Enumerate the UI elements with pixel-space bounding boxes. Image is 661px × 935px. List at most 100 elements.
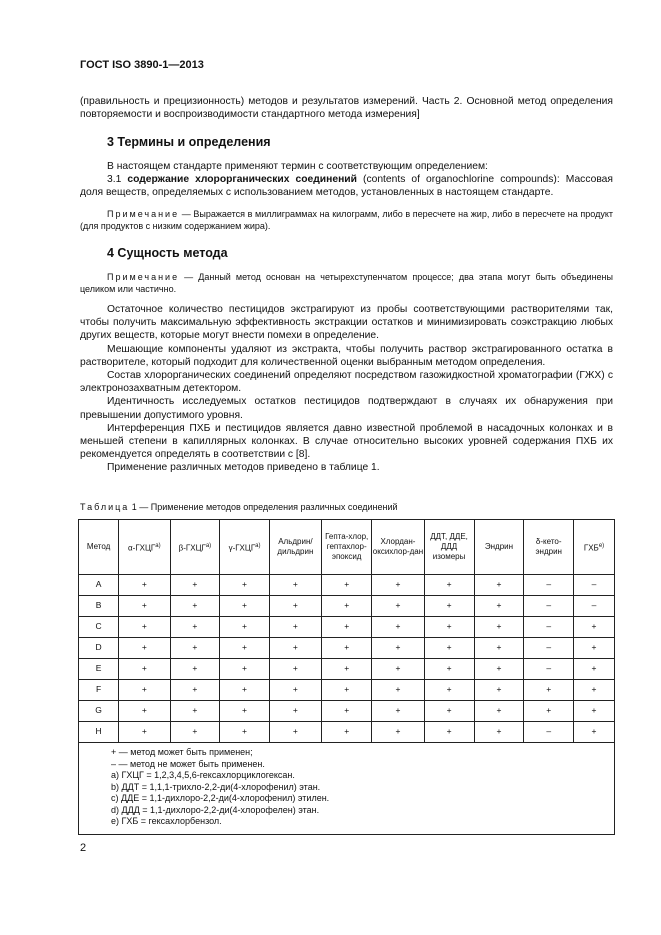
table-cell: G: [77, 700, 120, 722]
footnote: b) ДДТ = 1,1,1-трихло-2,2-ди(4-хлорофени…: [111, 781, 321, 792]
table-cell: +: [268, 637, 322, 659]
table-cell: +: [320, 595, 373, 617]
table-cell: +: [118, 616, 171, 638]
table-cell: +: [219, 595, 270, 617]
table-cell: +: [473, 616, 525, 638]
table-cell: +: [473, 721, 525, 743]
footnote: – — метод не может быть применен.: [111, 758, 265, 769]
table-cell: +: [219, 658, 270, 680]
column-header: ГХБe): [573, 519, 615, 575]
table-row: H + + + + + + + + – +: [77, 721, 615, 743]
table-cell: +: [371, 637, 425, 659]
footnote: c) ДДЕ = 1,1-дихлоро-2,2-ди(4-хлорофенил…: [111, 793, 330, 803]
table-cell: +: [268, 658, 322, 680]
table-row: A + + + + + + + + – –: [77, 574, 615, 596]
table-cell: +: [169, 637, 221, 659]
table-cell: +: [268, 595, 322, 617]
table-cell: +: [118, 679, 171, 701]
table-cell: +: [268, 616, 322, 638]
table-cell: +: [320, 700, 373, 722]
table-cell: B: [77, 595, 120, 617]
table-cell: D: [77, 637, 120, 659]
table-row: D + + + + + + + + – +: [77, 637, 615, 659]
table-cell: +: [118, 595, 171, 617]
table-cell: +: [523, 679, 575, 701]
table-cell: +: [169, 658, 221, 680]
table-cell: +: [169, 595, 221, 617]
table-cell: +: [320, 616, 373, 638]
column-header: γ-ГХЦГa): [219, 519, 270, 575]
table-cell: +: [573, 616, 615, 638]
header-text: Метод: [86, 542, 111, 551]
table-row: B + + + + + + + + – –: [77, 595, 615, 617]
page-number: 2: [80, 842, 87, 854]
header-text: ГХБ: [583, 543, 599, 553]
footnote: a) ГХЦГ = 1,2,3,4,5,6-гексахлорциклогекс…: [111, 770, 295, 780]
table-cell: +: [573, 658, 615, 680]
s4-note: Примечание — Данный метод основан на чет…: [80, 272, 613, 294]
term-definition: 3.1 содержание хлорорганических соединен…: [80, 174, 613, 199]
paragraph: Остаточное количество пестицидов экстраг…: [80, 304, 613, 342]
table-cell: +: [423, 700, 475, 722]
header-text: Эндрин: [484, 542, 514, 551]
header-text: Гепта-хлор, гептахлор-эпоксид: [325, 532, 369, 561]
paragraph: Применение различных методов приведено в…: [107, 462, 380, 474]
paragraph: Интерференция ПХБ и пестицидов является …: [80, 422, 613, 461]
table-cell: +: [423, 616, 475, 638]
table-cell: –: [573, 595, 615, 617]
table-cell: +: [371, 658, 425, 680]
table-cell: +: [118, 637, 171, 659]
table-cell: +: [268, 721, 322, 743]
table-cell: +: [423, 658, 475, 680]
table-cell: +: [573, 679, 615, 701]
table-cell: H: [77, 721, 120, 743]
table-cell: +: [219, 574, 270, 596]
table-row: F + + + + + + + + + +: [77, 679, 615, 701]
table-cell: +: [268, 700, 322, 722]
s3-note: Примечание — Выражается в миллиграммах н…: [80, 209, 613, 231]
table-cell: +: [320, 574, 373, 596]
table-cell: –: [523, 574, 575, 596]
table-cell: –: [523, 658, 575, 680]
table-cell: –: [523, 637, 575, 659]
footnote: + — метод может быть применен;: [111, 747, 253, 757]
table-cell: +: [118, 700, 171, 722]
table-cell: C: [77, 616, 120, 638]
header-text: Альдрин/ дильдрин: [277, 537, 314, 556]
table-cell: +: [371, 595, 425, 617]
table-cell: +: [573, 721, 615, 743]
paragraph: Идентичность исследуемых остатков пестиц…: [80, 396, 613, 421]
table-cell: +: [169, 721, 221, 743]
table-cell: +: [371, 574, 425, 596]
header-text: α-ГХЦГ: [128, 543, 156, 553]
table-cell: +: [473, 658, 525, 680]
table-cell: +: [219, 637, 270, 659]
table-cell: +: [371, 679, 425, 701]
table-cell: +: [371, 616, 425, 638]
table-footnotes: + — метод может быть применен; – — метод …: [78, 742, 615, 835]
footnote: d) ДДД = 1,1-дихлоро-2,2-ди(4-хлорофелен…: [111, 804, 320, 815]
table-cell: +: [268, 574, 322, 596]
paragraph: Состав хлорорганических соединений опред…: [80, 370, 613, 395]
table-cell: +: [320, 721, 373, 743]
methods-table: Метод α-ГХЦГa) β-ГХЦГa) γ-ГХЦГa) Альдрин/ ди…: [77, 519, 615, 835]
table-cell: +: [573, 700, 615, 722]
section-3-title: 3 Термины и определения: [107, 135, 271, 149]
paragraph: Мешающие компоненты удаляют из экстракта…: [80, 343, 613, 368]
table-cell: +: [268, 679, 322, 701]
intro-paragraph: (правильность и прецизионность) методов …: [80, 96, 613, 121]
header-text: δ-кето-эндрин: [535, 537, 562, 556]
table-cell: –: [523, 721, 575, 743]
table-cell: +: [473, 595, 525, 617]
table-cell: +: [423, 574, 475, 596]
table-cell: +: [219, 679, 270, 701]
header-text: β-ГХЦГ: [178, 543, 206, 553]
s4-body: Остаточное количество пестицидов экстраг…: [80, 303, 613, 475]
s3-paragraph: В настоящем стандарте применяют термин с…: [107, 161, 488, 172]
table-cell: +: [423, 637, 475, 659]
footnote: e) ГХБ = гексахлорбензол.: [111, 816, 222, 826]
column-header: β-ГХЦГa): [169, 519, 221, 575]
table-cell: A: [77, 574, 120, 596]
table-cell: –: [523, 616, 575, 638]
table-cell: E: [77, 658, 120, 680]
